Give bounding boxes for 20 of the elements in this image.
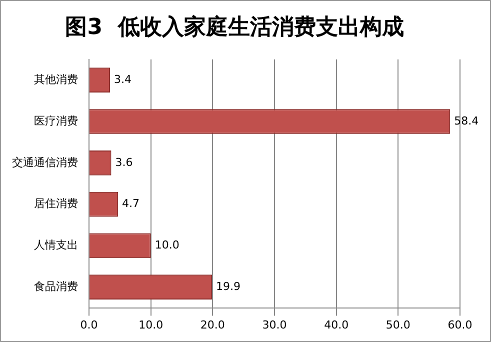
data-label: 10.0 [154,238,180,252]
x-tick-label: 50.0 [386,318,410,332]
x-tick-label: 0.0 [80,318,98,332]
data-label: 3.4 [114,72,132,86]
y-tick-label: 其他消费 [34,72,78,86]
y-tick-label: 交通通信消费 [12,156,78,169]
x-tick-label: 40.0 [324,318,349,332]
x-tick-label: 60.0 [448,318,472,332]
y-tick-label: 食品消费 [34,280,78,293]
data-label: 58.4 [454,114,479,128]
y-tick-label: 医疗消费 [34,114,78,128]
x-tick-label: 20.0 [200,318,225,332]
data-label: 19.9 [216,280,241,293]
data-label: 3.6 [115,156,133,169]
y-tick-label: 人情支出 [34,238,78,252]
y-tick-label: 居住消费 [34,197,78,210]
data-label: 4.7 [122,197,140,210]
x-tick-label: 10.0 [138,318,164,332]
chart-title: 图3 低收入家庭生活消费支出构成 [65,14,404,40]
x-tick-label: 30.0 [262,318,287,332]
